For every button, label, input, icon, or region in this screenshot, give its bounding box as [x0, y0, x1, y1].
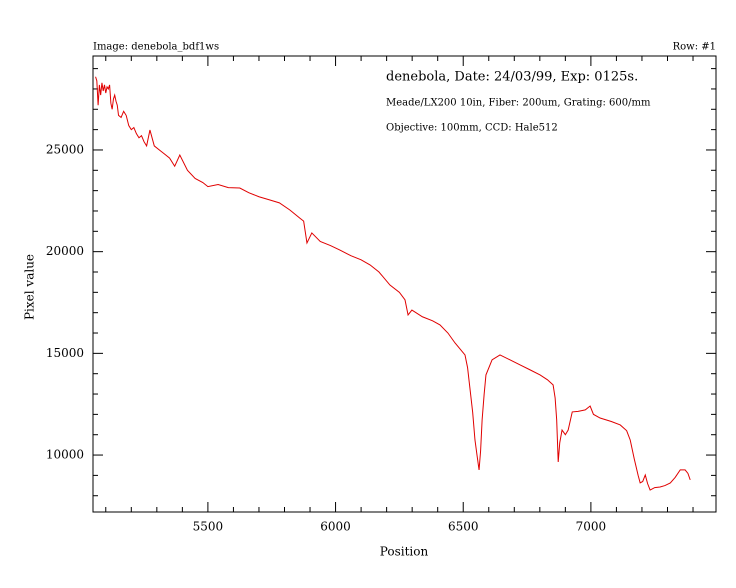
- x-tick-label: 7000: [576, 520, 607, 534]
- x-tick-label: 5500: [193, 520, 224, 534]
- y-tick-label: 15000: [46, 346, 84, 360]
- y-axis-label: Pixel value: [23, 254, 37, 320]
- plot-frame: [92, 55, 717, 513]
- spectrum-line: [95, 76, 691, 491]
- annotation: denebola, Date: 24/03/99, Exp: 0125s.: [386, 70, 638, 85]
- x-tick-label: 6500: [448, 520, 479, 534]
- annotation: Meade/LX200 10in, Fiber: 200um, Grating:…: [386, 98, 651, 109]
- annotation: Objective: 100mm, CCD: Hale512: [386, 123, 558, 134]
- y-tick-label: 25000: [46, 142, 84, 156]
- x-tick-label: 6000: [320, 520, 351, 534]
- row-label: Row: #1: [673, 42, 716, 53]
- image-label: Image: denebola_bdf1ws: [93, 42, 219, 53]
- y-tick-label: 20000: [46, 244, 84, 258]
- y-tick-label: 10000: [46, 448, 84, 462]
- x-axis-label: Position: [380, 545, 429, 559]
